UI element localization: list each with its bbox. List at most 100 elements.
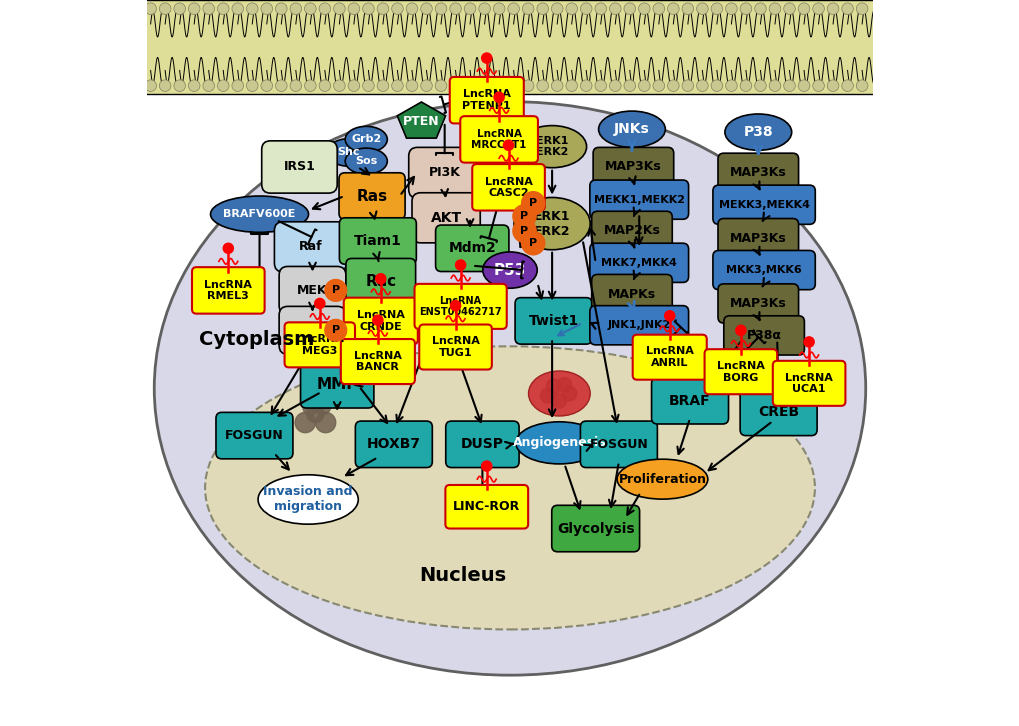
- Circle shape: [305, 80, 316, 91]
- Circle shape: [754, 3, 765, 15]
- FancyBboxPatch shape: [343, 298, 418, 344]
- FancyBboxPatch shape: [712, 185, 814, 224]
- Circle shape: [450, 301, 461, 311]
- Circle shape: [522, 3, 533, 15]
- Text: Angiogenesis: Angiogenesis: [513, 436, 605, 449]
- Text: Rac: Rac: [365, 274, 396, 289]
- Text: JNK1,JNK2: JNK1,JNK2: [607, 320, 671, 330]
- Text: LncRNA
ANRIL: LncRNA ANRIL: [645, 346, 693, 368]
- FancyBboxPatch shape: [279, 306, 345, 354]
- Ellipse shape: [516, 422, 602, 464]
- Polygon shape: [488, 148, 528, 182]
- Text: LncRNA
ENST00462717: LncRNA ENST00462717: [419, 295, 501, 317]
- FancyBboxPatch shape: [216, 412, 292, 459]
- Circle shape: [203, 3, 214, 15]
- Text: CREB: CREB: [757, 405, 799, 420]
- Circle shape: [609, 80, 621, 91]
- Circle shape: [841, 3, 853, 15]
- FancyBboxPatch shape: [723, 316, 804, 355]
- Text: PTEN: PTEN: [403, 115, 439, 129]
- Circle shape: [682, 80, 693, 91]
- Circle shape: [725, 80, 737, 91]
- Circle shape: [261, 80, 272, 91]
- Text: Shc: Shc: [337, 147, 360, 158]
- Circle shape: [638, 3, 649, 15]
- Circle shape: [275, 3, 286, 15]
- Circle shape: [464, 3, 476, 15]
- Circle shape: [347, 80, 360, 91]
- FancyBboxPatch shape: [460, 116, 537, 163]
- Circle shape: [841, 80, 853, 91]
- Text: LncRNA
MRCCAT1: LncRNA MRCCAT1: [471, 129, 526, 150]
- Circle shape: [652, 80, 664, 91]
- Circle shape: [740, 80, 751, 91]
- Text: LncRNA
PTENP1: LncRNA PTENP1: [462, 89, 511, 111]
- Circle shape: [307, 405, 324, 423]
- Circle shape: [856, 80, 867, 91]
- Circle shape: [391, 3, 403, 15]
- Circle shape: [536, 3, 548, 15]
- Text: DUSP: DUSP: [461, 437, 503, 452]
- FancyBboxPatch shape: [589, 180, 688, 219]
- Circle shape: [546, 379, 560, 393]
- Circle shape: [624, 80, 635, 91]
- Circle shape: [812, 3, 823, 15]
- Text: IRS1: IRS1: [283, 160, 315, 174]
- Text: MAP3Ks: MAP3Ks: [604, 160, 661, 174]
- FancyBboxPatch shape: [412, 193, 480, 242]
- Text: P: P: [331, 285, 339, 295]
- Circle shape: [580, 80, 591, 91]
- Circle shape: [319, 80, 330, 91]
- Ellipse shape: [616, 460, 707, 499]
- Circle shape: [173, 80, 185, 91]
- Text: Proliferation: Proliferation: [618, 473, 706, 486]
- Circle shape: [551, 80, 562, 91]
- Circle shape: [189, 80, 200, 91]
- Text: MAP3Ks: MAP3Ks: [730, 297, 786, 310]
- FancyBboxPatch shape: [591, 274, 672, 314]
- Circle shape: [536, 80, 548, 91]
- Circle shape: [231, 80, 244, 91]
- Text: Tiam1: Tiam1: [354, 234, 401, 248]
- Circle shape: [377, 80, 388, 91]
- Circle shape: [325, 319, 346, 341]
- FancyBboxPatch shape: [338, 173, 405, 219]
- Ellipse shape: [598, 111, 664, 147]
- FancyBboxPatch shape: [445, 485, 528, 529]
- Circle shape: [478, 3, 490, 15]
- Circle shape: [696, 80, 707, 91]
- FancyBboxPatch shape: [717, 284, 798, 323]
- Circle shape: [768, 80, 780, 91]
- Ellipse shape: [514, 197, 590, 250]
- Circle shape: [710, 3, 722, 15]
- Circle shape: [556, 378, 571, 392]
- Circle shape: [464, 80, 476, 91]
- Circle shape: [768, 3, 780, 15]
- Text: BRAFV600E: BRAFV600E: [223, 209, 296, 219]
- FancyBboxPatch shape: [355, 421, 432, 468]
- Circle shape: [173, 3, 185, 15]
- Ellipse shape: [154, 102, 865, 675]
- Circle shape: [710, 80, 722, 91]
- Circle shape: [507, 80, 519, 91]
- Circle shape: [347, 3, 360, 15]
- Circle shape: [449, 3, 461, 15]
- Circle shape: [594, 80, 606, 91]
- Circle shape: [333, 80, 344, 91]
- Circle shape: [315, 399, 330, 415]
- Circle shape: [652, 3, 664, 15]
- Circle shape: [521, 232, 544, 255]
- Circle shape: [507, 3, 519, 15]
- FancyBboxPatch shape: [449, 77, 524, 123]
- Circle shape: [305, 3, 316, 15]
- Text: P38α: P38α: [746, 329, 781, 342]
- Circle shape: [664, 311, 675, 321]
- FancyBboxPatch shape: [651, 378, 728, 424]
- Text: MEKK1,MEKK2: MEKK1,MEKK2: [593, 195, 684, 205]
- FancyBboxPatch shape: [279, 266, 345, 314]
- Text: MAP2Ks: MAP2Ks: [603, 224, 659, 237]
- Circle shape: [435, 80, 446, 91]
- Text: LncRNA
RMEL3: LncRNA RMEL3: [204, 280, 252, 301]
- Ellipse shape: [344, 148, 387, 174]
- Text: MKK3,MKK6: MKK3,MKK6: [726, 265, 801, 275]
